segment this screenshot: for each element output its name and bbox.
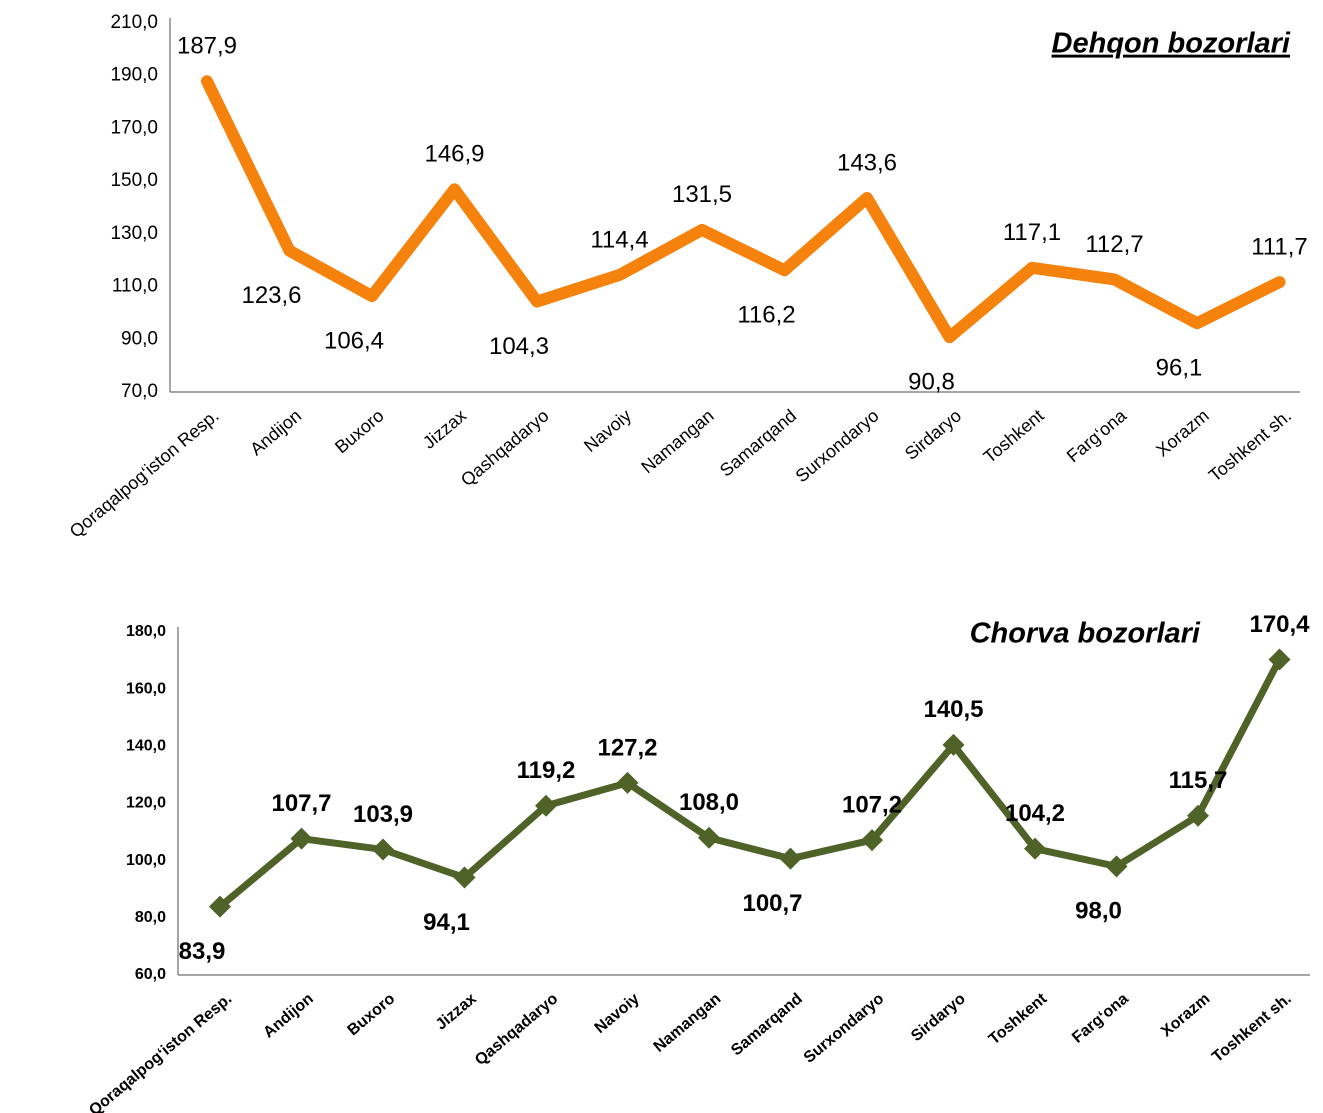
x-tick-label: Samarqand — [728, 990, 806, 1059]
marker — [290, 827, 313, 850]
data-label: 187,9 — [177, 33, 237, 60]
x-tick-label: Toshkent sh. — [1205, 405, 1295, 485]
data-label: 123,6 — [241, 282, 301, 309]
marker — [535, 794, 557, 817]
x-tick-label: Buxoro — [331, 405, 388, 457]
data-label: 143,6 — [837, 149, 897, 176]
marker — [372, 838, 394, 861]
marker — [453, 866, 476, 889]
data-label: 114,4 — [590, 226, 648, 253]
x-tick-label: Sirdaryo — [908, 990, 969, 1045]
x-tick-label: Qashqadaryo — [472, 990, 561, 1069]
x-tick-label: Sirdaryo — [901, 405, 965, 463]
chart-title: Chorva bozorlari — [970, 618, 1201, 650]
marker — [1024, 837, 1046, 860]
line — [201, 75, 1286, 344]
x-tick-label: Qoraqalpog‘iston Resp. — [66, 405, 223, 541]
x-tick-label: Qashqadaryo — [457, 405, 553, 490]
data-label: 119,2 — [517, 757, 576, 784]
data-label: 112,7 — [1085, 231, 1143, 258]
y-tick-label: 140,0 — [126, 738, 166, 755]
y-tick-label: 130,0 — [110, 223, 158, 244]
marker — [779, 847, 802, 870]
x-tick-label: Farg‘ona — [1063, 405, 1131, 467]
data-label: 83,9 — [179, 938, 226, 965]
y-tick-label: 170,0 — [110, 117, 158, 138]
x-tick-label: Farg‘ona — [1069, 990, 1132, 1047]
x-tick-label: Qoraqalpog‘iston Resp. — [86, 990, 235, 1113]
marker — [698, 826, 720, 849]
y-tick-label: 120,0 — [126, 795, 166, 812]
data-label: 103,9 — [353, 801, 413, 828]
data-label: 146,9 — [424, 141, 484, 168]
marker — [861, 829, 883, 852]
x-tick-label: Namangan — [651, 990, 725, 1056]
data-label: 140,5 — [923, 696, 983, 723]
x-tick-label: Jizzax — [419, 405, 470, 452]
data-label: 107,7 — [271, 790, 331, 817]
x-tick-label: Andijon — [246, 405, 305, 459]
data-label: 96,1 — [1156, 355, 1203, 382]
x-tick-label: Jizzax — [433, 990, 480, 1033]
data-label: 104,3 — [489, 333, 549, 360]
y-tick-label: 150,0 — [110, 170, 158, 191]
data-label: 115,7 — [1169, 767, 1228, 794]
line — [216, 655, 1283, 911]
y-tick-label: 160,0 — [126, 680, 166, 697]
x-tick-label: Toshkent sh. — [1209, 990, 1295, 1066]
y-tick-label: 110,0 — [112, 276, 158, 297]
data-label: 94,1 — [423, 909, 470, 936]
y-tick-label: 60,0 — [135, 966, 166, 983]
marker — [1187, 804, 1209, 827]
data-label: 106,4 — [324, 327, 384, 354]
y-tick-label: 80,0 — [135, 909, 166, 926]
chart-title: Dehqon bozorlari — [1052, 28, 1291, 60]
marker — [942, 733, 965, 756]
data-label: 100,7 — [742, 890, 802, 917]
y-tick-label: 70,0 — [121, 381, 158, 402]
y-tick-label: 190,0 — [110, 65, 158, 86]
x-tick-label: Toshkent — [980, 405, 1048, 467]
data-label: 107,2 — [842, 791, 902, 818]
x-tick-label: Toshkent — [986, 990, 1051, 1048]
data-label: 131,5 — [672, 181, 732, 208]
x-tick-label: Namangan — [637, 405, 717, 477]
data-label: 98,0 — [1075, 898, 1122, 925]
data-label: 90,8 — [908, 369, 955, 396]
y-tick-label: 180,0 — [126, 623, 166, 640]
y-tick-label: 210,0 — [110, 12, 158, 33]
x-tick-label: Navoiy — [580, 405, 635, 456]
y-tick-label: 90,0 — [121, 328, 158, 349]
data-label: 108,0 — [679, 789, 739, 816]
data-label: 127,2 — [597, 734, 657, 761]
x-tick-label: Surxondaryo — [792, 405, 883, 486]
x-tick-label: Xorazm — [1158, 990, 1213, 1040]
x-tick-label: Buxoro — [344, 990, 398, 1039]
data-label: 117,1 — [1003, 219, 1061, 246]
x-tick-label: Surxondaryo — [801, 990, 888, 1067]
x-tick-label: Andijon — [260, 990, 317, 1041]
marker — [616, 771, 639, 794]
x-tick-label: Xorazm — [1152, 405, 1212, 460]
data-label: 104,2 — [1005, 800, 1065, 827]
data-label: 116,2 — [737, 302, 795, 329]
marker — [209, 895, 231, 918]
marker — [1268, 648, 1291, 671]
x-tick-label: Navoiy — [592, 990, 643, 1037]
data-label: 170,4 — [1249, 611, 1310, 638]
data-label: 111,7 — [1251, 233, 1308, 260]
marker — [1105, 855, 1128, 878]
y-tick-label: 100,0 — [126, 852, 166, 869]
x-tick-label: Samarqand — [716, 405, 800, 480]
